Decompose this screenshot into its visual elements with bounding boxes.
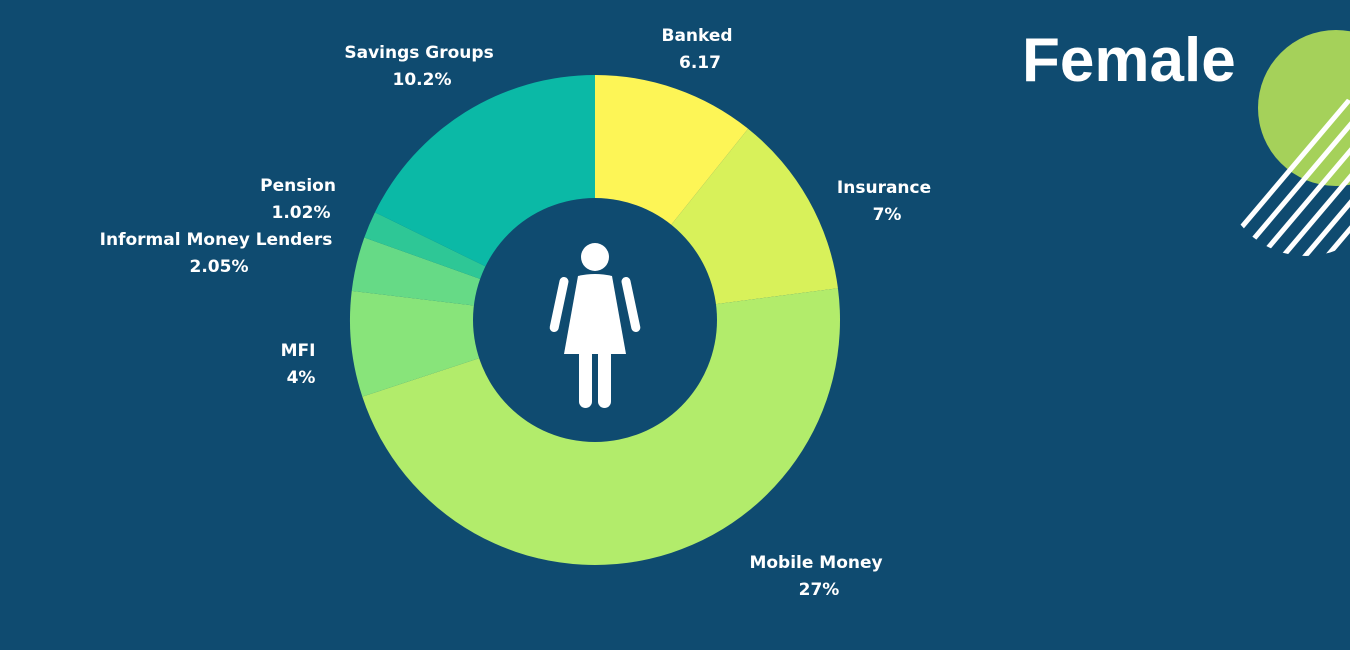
label-insurance: Insurance 7% bbox=[837, 178, 937, 225]
decor-stripe bbox=[1222, 88, 1350, 256]
label-savings-groups: Savings Groups 10.2% bbox=[344, 43, 499, 90]
label-mfi: MFI 4% bbox=[281, 341, 322, 388]
slice-labels: Banked 6.17 Insurance 7% Mobile Money 27… bbox=[100, 26, 937, 600]
label-banked: Banked 6.17 bbox=[661, 26, 738, 73]
female-person-icon bbox=[549, 243, 641, 408]
decor-stripe bbox=[1222, 88, 1350, 256]
label-pension: Pension 1.02% bbox=[260, 176, 342, 223]
page-title: Female bbox=[1022, 26, 1236, 95]
decor-green-circle bbox=[1258, 30, 1350, 186]
decor-striped-circle bbox=[1222, 88, 1350, 256]
decor-stripe bbox=[1222, 88, 1350, 256]
label-informal-money-lenders: Informal Money Lenders 2.05% bbox=[100, 230, 339, 277]
label-mobile-money: Mobile Money 27% bbox=[749, 553, 888, 600]
decorative-circles bbox=[1222, 30, 1350, 256]
